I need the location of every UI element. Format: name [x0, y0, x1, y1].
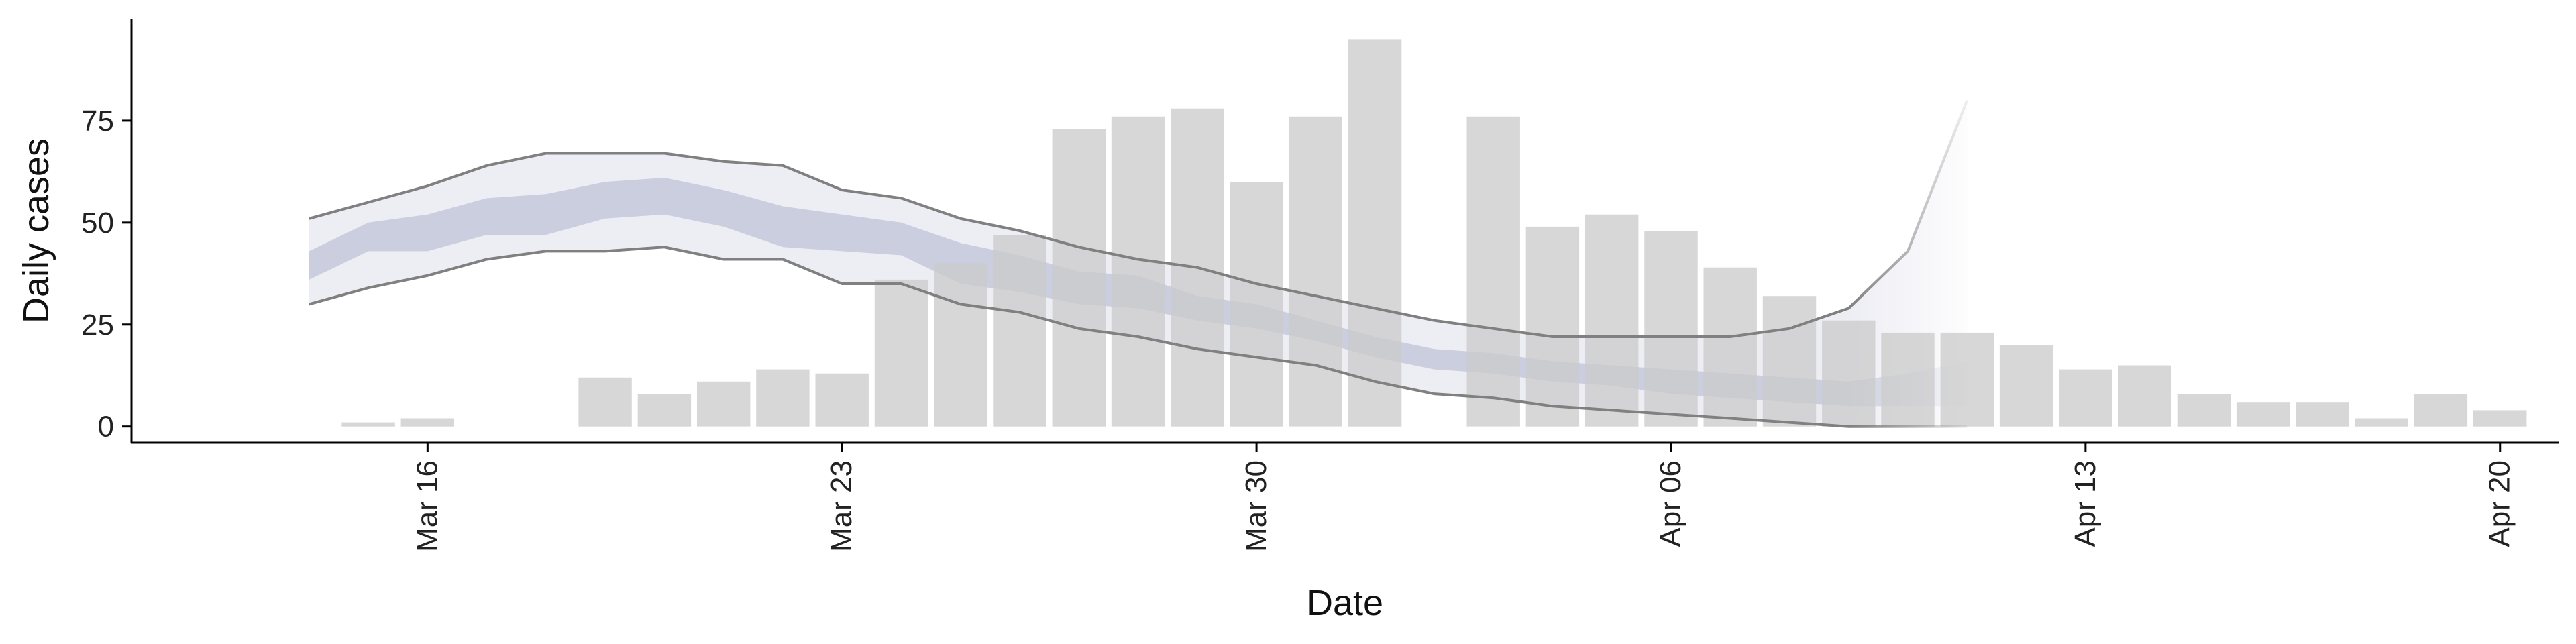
bar [1111, 116, 1165, 427]
lower-interval-line [309, 246, 1968, 428]
bar [1585, 214, 1639, 427]
bar [2296, 402, 2349, 427]
bar [756, 369, 810, 427]
bar [2059, 369, 2112, 427]
axes [130, 19, 2559, 444]
x-tick-label: Apr 20 [2483, 460, 2516, 547]
y-tick-label: 75 [81, 105, 114, 138]
bar [2118, 365, 2171, 427]
x-tick-label: Mar 30 [1240, 460, 1273, 552]
bar [400, 418, 454, 427]
bar [2414, 394, 2468, 427]
upper-interval-line [309, 99, 1969, 338]
y-tick-label: 25 [81, 309, 114, 341]
bar [2473, 410, 2527, 427]
bar [2177, 394, 2231, 427]
bar [341, 422, 395, 427]
bar [2236, 402, 2290, 427]
bar [697, 381, 751, 427]
bar [1348, 39, 1402, 427]
bars [341, 39, 2527, 427]
bar [1822, 320, 1876, 427]
bar [1762, 296, 1817, 427]
bar [1703, 267, 1757, 427]
bar [993, 235, 1046, 427]
x-tick-label: Mar 16 [411, 460, 443, 552]
bar [1466, 116, 1520, 427]
bar [1230, 182, 1283, 427]
bar [1999, 345, 2053, 427]
bar [1052, 129, 1106, 427]
bar [1525, 226, 1580, 427]
x-tick-label: Apr 06 [1654, 460, 1687, 547]
y-tick-label: 0 [98, 411, 114, 443]
bar [1289, 116, 1342, 427]
bar [578, 377, 632, 427]
x-tick-label: Mar 23 [825, 460, 858, 552]
bar [1644, 231, 1698, 427]
y-tick-label: 50 [81, 207, 114, 239]
x-axis-title: Date [1307, 583, 1383, 623]
x-tick-label: Apr 13 [2069, 460, 2102, 547]
estimate-lines [309, 99, 1969, 428]
bar [2355, 418, 2408, 427]
bar [934, 263, 987, 427]
bar [637, 394, 692, 427]
bar [874, 279, 928, 427]
x-ticks: Mar 16 Mar 23 Mar 30 Apr 06 Apr 13 Apr 20 [411, 443, 2516, 552]
bar [815, 373, 869, 427]
bar [1940, 332, 1994, 427]
bar [1881, 332, 1935, 427]
y-ticks: 0 25 50 75 [81, 105, 131, 443]
y-axis-title: Daily cases [16, 138, 56, 323]
